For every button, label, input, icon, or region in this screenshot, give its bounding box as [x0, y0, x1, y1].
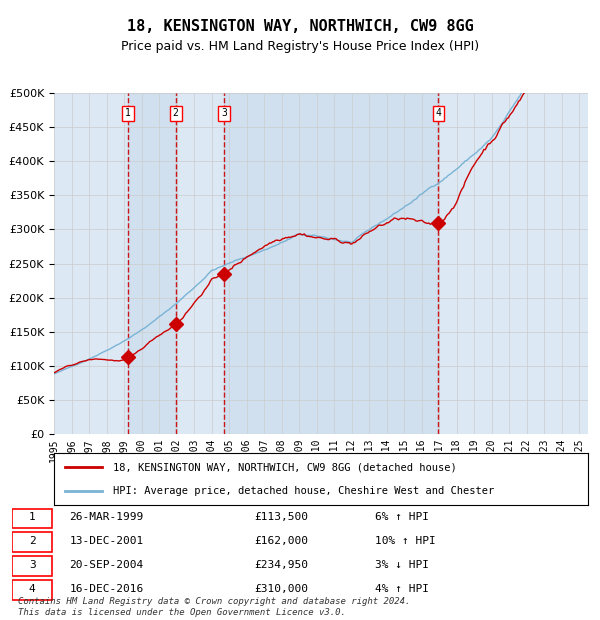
FancyBboxPatch shape	[12, 580, 52, 600]
Text: 1: 1	[29, 512, 35, 522]
Text: 26-MAR-1999: 26-MAR-1999	[70, 512, 144, 522]
FancyBboxPatch shape	[12, 508, 52, 528]
Text: 10% ↑ HPI: 10% ↑ HPI	[375, 536, 436, 546]
Text: 3: 3	[29, 560, 35, 570]
Text: 6% ↑ HPI: 6% ↑ HPI	[375, 512, 429, 522]
Text: 18, KENSINGTON WAY, NORTHWICH, CW9 8GG (detached house): 18, KENSINGTON WAY, NORTHWICH, CW9 8GG (…	[113, 463, 457, 472]
Text: HPI: Average price, detached house, Cheshire West and Chester: HPI: Average price, detached house, Ches…	[113, 485, 494, 495]
Text: 4: 4	[436, 108, 442, 118]
FancyBboxPatch shape	[12, 556, 52, 576]
Text: 18, KENSINGTON WAY, NORTHWICH, CW9 8GG: 18, KENSINGTON WAY, NORTHWICH, CW9 8GG	[127, 19, 473, 33]
Text: 1: 1	[125, 108, 131, 118]
Text: Price paid vs. HM Land Registry's House Price Index (HPI): Price paid vs. HM Land Registry's House …	[121, 40, 479, 53]
Bar	[224, 93, 439, 434]
Bar	[439, 93, 588, 434]
Bar	[176, 93, 224, 434]
Text: £310,000: £310,000	[254, 584, 308, 594]
Text: 2: 2	[29, 536, 35, 546]
Text: Contains HM Land Registry data © Crown copyright and database right 2024.
This d: Contains HM Land Registry data © Crown c…	[18, 598, 410, 617]
Bar	[54, 93, 128, 434]
Text: £234,950: £234,950	[254, 560, 308, 570]
Text: 3: 3	[221, 108, 227, 118]
Text: 20-SEP-2004: 20-SEP-2004	[70, 560, 144, 570]
Text: £113,500: £113,500	[254, 512, 308, 522]
Bar	[128, 93, 176, 434]
Text: 3% ↓ HPI: 3% ↓ HPI	[375, 560, 429, 570]
Text: 13-DEC-2001: 13-DEC-2001	[70, 536, 144, 546]
Text: 2: 2	[173, 108, 179, 118]
Text: 16-DEC-2016: 16-DEC-2016	[70, 584, 144, 594]
Text: 4: 4	[29, 584, 35, 594]
Text: 4% ↑ HPI: 4% ↑ HPI	[375, 584, 429, 594]
Text: £162,000: £162,000	[254, 536, 308, 546]
FancyBboxPatch shape	[12, 533, 52, 552]
